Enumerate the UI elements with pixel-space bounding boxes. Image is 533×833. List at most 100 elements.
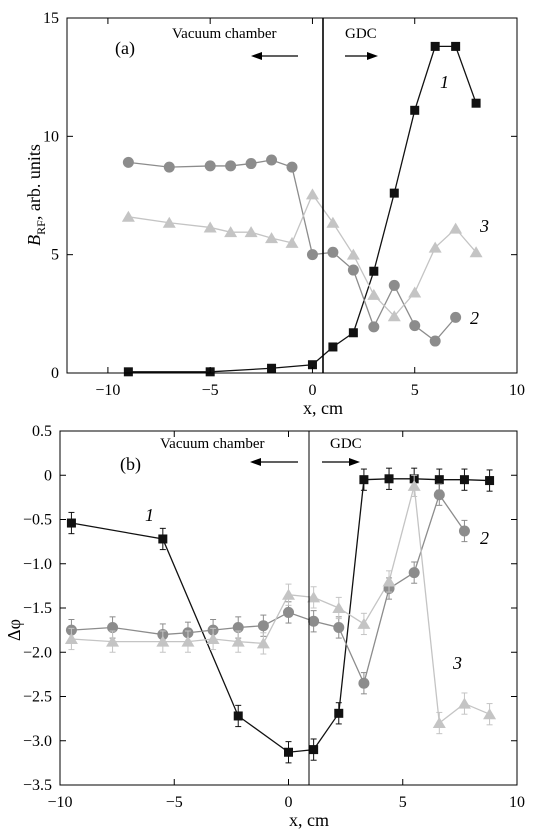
panel-a-x-tick-label: 0 [308,382,316,399]
panel-a-series-2-point [409,320,421,332]
panel-a-series-1-point [369,266,379,276]
panel-a-y-tick-label: 10 [43,128,59,145]
panel-a-left-annotation: Vacuum chamber [172,26,277,42]
panel-b-series-3-point [432,717,446,729]
panel-a-x-tick-label: 5 [411,382,419,399]
panel-b-series-2-point [107,621,119,633]
panel-a-series-3-point [265,232,279,244]
panel-a-series-3-point [326,216,340,228]
panel-a-series-3-point [121,210,135,222]
panel-a-series-1-point [348,328,358,338]
panel-a-series-3-point [203,221,217,233]
panel-a-series-1-point [430,41,440,51]
panel-a-series-3-point [449,222,463,234]
panel-a: 1 2 3 −10 −5 0 5 10 0 5 10 15 (a) Vacuum chamber G… [24,10,525,418]
panel-a-series-2-point [122,156,134,168]
panel-b-right-arrow [322,458,360,466]
panel-b-series-3-point [156,635,170,647]
panel-b-series-1-point [434,475,444,485]
panel-a-series-2-line [128,159,457,342]
panel-a-label: (a) [115,38,135,59]
panel-a-series-1-point [451,41,461,51]
panel-a-x-axis-label: x, cm [303,398,343,418]
panel-b-y-tick-label: −1.5 [23,600,52,617]
panel-b-y-tick-label: −3.0 [23,733,52,750]
panel-a-series-2-label: 2 [470,308,479,328]
panel-b-series-1-point [334,708,344,718]
panel-b-series-2-point [257,620,269,632]
panel-a-left-arrow [251,52,298,60]
panel-b-series-2-line [71,493,465,686]
panel-a-series-3-point [162,216,176,228]
panel-b-series-1-line [71,478,490,753]
panel-b-series-3-point [357,617,371,629]
panel-b-series-3-point [256,637,270,649]
panel-a-y-tick-label: 15 [43,10,59,27]
panel-a-series-1-point [123,367,133,377]
panel-a-series-3-point [408,286,422,298]
panel-b-series-1-point [158,534,168,544]
panel-b-x-axis-label: x, cm [289,810,329,830]
panel-b-series-3-point [457,697,471,709]
panel-b-series-3-point [64,632,78,644]
panel-a-series-3-point [244,226,258,238]
panel-b-label: (b) [120,454,141,475]
panel-a-series-2-point [204,160,216,172]
panel-b-series-3-point [483,708,497,720]
panel-b: 1 2 3 −10 −5 0 5 10 0.5 0 −0.5 −1.0 −1.5 −2.0 −2.5 −3.… [4,423,525,830]
panel-b-series-1-point [359,475,369,485]
panel-b-series-1-point [459,475,469,485]
panel-b-series-1-point [66,518,76,528]
panel-a-y-axis-label: BRF, arb. units [24,144,48,246]
panel-b-y-tick-label: 0.5 [32,423,52,440]
panel-b-x-tick-label: −5 [166,794,183,811]
panel-a-series-3-point [285,236,299,248]
panel-b-series-3-point [106,635,120,647]
panel-b-y-tick-label: −2.0 [23,644,52,661]
panel-a-series-1-point [328,342,338,352]
panel-b-y-tick-label: −1.0 [23,556,52,573]
panel-a-series-1-point [389,188,399,198]
panel-b-series-3-label: 3 [452,653,462,673]
panel-a-series-2-point [388,279,400,291]
panel-b-series-2-label: 2 [480,528,489,548]
panel-a-series-2-point [163,161,175,173]
panel-b-series-1-point [309,745,319,755]
panel-a-x-tick-label: −5 [202,382,219,399]
panel-a-series-3-point [387,310,401,322]
panel-a-series-2-point [347,264,359,276]
panel-b-right-annotation: GDC [330,436,362,452]
panel-b-series-2-point [458,525,470,537]
panel-b-series-2-point [232,621,244,633]
panel-a-series-2-point [245,158,257,170]
panel-a-series-1-label: 1 [440,72,449,92]
panel-a-series-1-point [471,98,481,108]
panel-b-series-1-point [384,474,394,484]
panel-b-series-3-point [382,575,396,587]
panel-a-series-2-point [266,154,278,166]
panel-b-series-3-point [307,591,321,603]
panel-b-y-axis-label: Δφ [4,619,24,641]
panel-a-series-2-point [450,311,462,323]
panel-a-series-3-point [367,288,381,300]
panel-b-series-2-point [408,567,420,579]
panel-b-series-3-point [231,635,245,647]
panel-b-series-2-point [283,606,294,618]
panel-b-y-tick-label: −2.5 [23,689,52,706]
panel-b-series-3-point [332,602,346,613]
panel-b-x-tick-label: 5 [399,794,407,811]
panel-b-series-1-point [284,747,293,757]
panel-b-series-2-point [358,677,370,689]
panel-b-y-tick-label: −3.5 [23,777,52,794]
panel-a-right-annotation: GDC [345,26,377,42]
panel-a-series-2-point [327,246,339,258]
panel-a-series-3-point [428,241,442,253]
panel-b-series-3-line [71,485,490,725]
panel-a-series-1-point [307,360,317,370]
panel-a-series-1-point [267,363,277,373]
panel-a-series-2-point [429,335,441,347]
panel-b-left-arrow [250,458,298,466]
panel-b-x-tick-label: 10 [509,794,525,811]
panel-b-series-3-point [407,479,421,491]
